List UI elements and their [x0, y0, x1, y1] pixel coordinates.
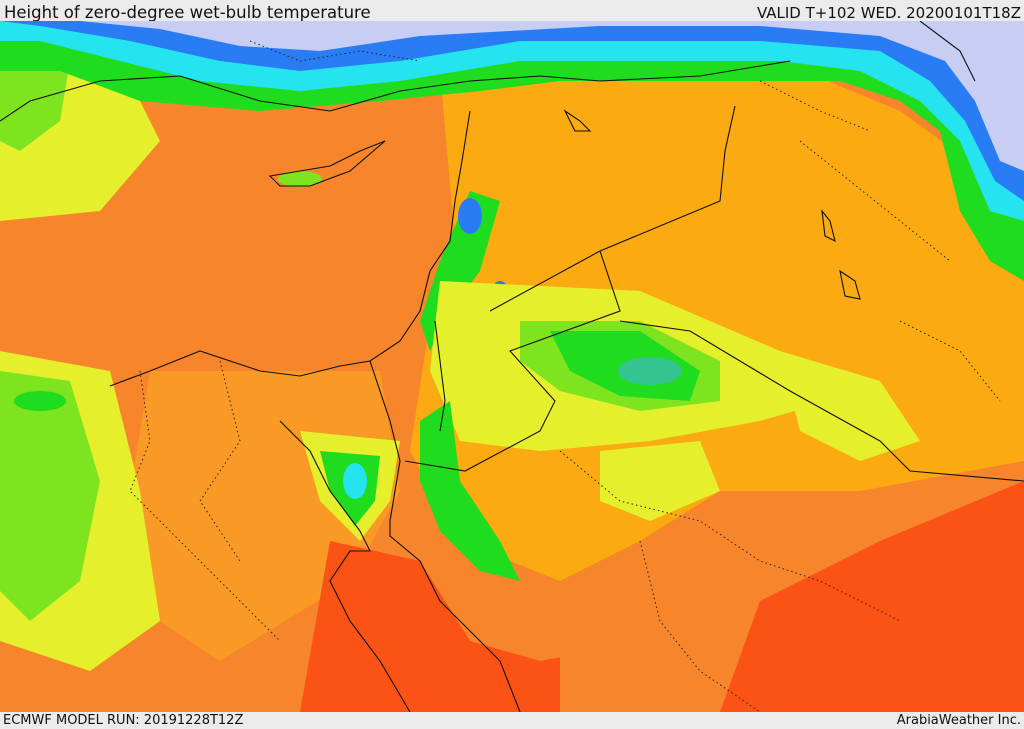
credit-label: ArabiaWeather Inc. — [896, 713, 1021, 728]
admin-line-iraq — [799, 140, 951, 262]
admin-line-turkey — [249, 40, 421, 62]
national-borders — [369, 60, 1024, 482]
map-title: Height of zero-degree wet-bulb temperatu… — [4, 3, 371, 22]
field-yellow-arabia — [600, 441, 720, 521]
field-green-west — [0, 371, 100, 621]
admin-line-arabia — [559, 450, 901, 622]
field-cyan-sinai — [343, 463, 367, 499]
coastline-cyprus — [268, 140, 386, 187]
lake-iraq-2 — [839, 269, 861, 300]
lake-assad — [563, 109, 592, 132]
border-jordan — [404, 250, 621, 472]
border-jordan-rift — [434, 320, 446, 432]
coastline-east-med — [109, 110, 471, 387]
field-lavender-north — [80, 21, 1024, 171]
coastline-gulf-suez — [279, 420, 411, 712]
border-syria-iraq — [489, 105, 736, 312]
admin-line-egypt — [129, 370, 281, 642]
admin-boundaries — [129, 40, 1001, 712]
field-green-rift — [420, 401, 520, 581]
border-egypt-israel — [369, 360, 401, 462]
border-turkey-syria — [469, 60, 791, 82]
field-yellow-iraq — [780, 351, 920, 461]
field-orange-patch — [560, 581, 760, 712]
footer-bar — [0, 712, 1024, 729]
field-blue-lebanon — [458, 198, 482, 234]
border-iraq-saudi — [619, 320, 1024, 482]
header-bar — [0, 0, 1024, 21]
model-run-label: ECMWF MODEL RUN: 20191228T12Z — [3, 713, 244, 728]
valid-time-label: VALID T+102 WED. 20200101T18Z — [756, 4, 1021, 22]
field-green-cyprus — [278, 171, 322, 187]
admin-line-arabia-2 — [639, 540, 761, 712]
admin-line-egypt-2 — [199, 360, 241, 562]
field-red-south — [300, 481, 1024, 712]
forecast-map — [0, 21, 1024, 712]
coastline-caspian — [919, 21, 976, 82]
coastline-turkey-south — [0, 75, 471, 122]
coastline-gulf-aqaba — [389, 460, 521, 712]
lake-iraq-1 — [821, 209, 836, 243]
field-cyan-north — [0, 21, 1024, 221]
field-green-blob — [14, 391, 66, 411]
coastlines — [0, 21, 976, 712]
field-teal-central — [618, 357, 682, 385]
field-green-nw — [0, 51, 70, 151]
